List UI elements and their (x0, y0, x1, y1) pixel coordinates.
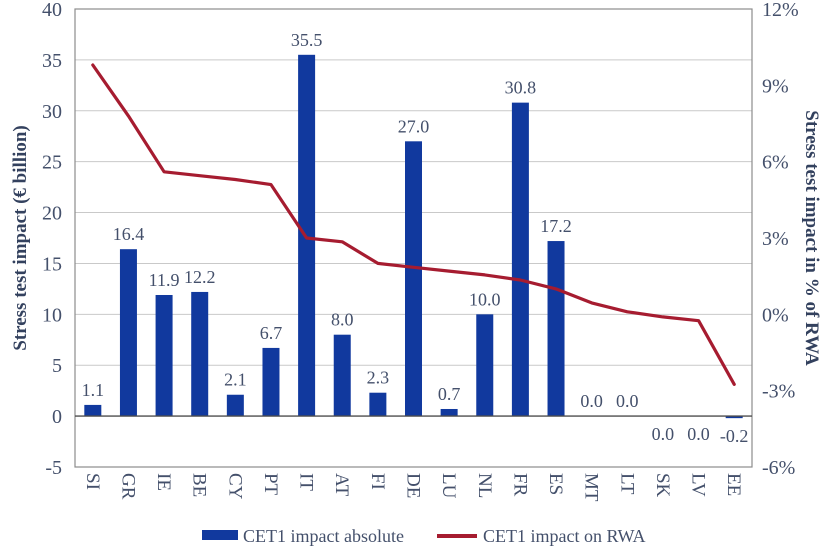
bar-label-GR: 16.4 (113, 224, 145, 244)
left-tick-15: 15 (42, 253, 62, 275)
right-axis-title: Stress test impact in % of RWA (801, 110, 822, 366)
bar-series (84, 54, 743, 419)
x-label-LV: LV (688, 473, 709, 497)
bar-label-AT: 8.0 (331, 310, 354, 330)
legend-bar-swatch-icon (202, 530, 238, 540)
right-tick-6%: 6% (762, 152, 789, 174)
legend: CET1 impact absolute CET1 impact on RWA (202, 526, 645, 546)
x-label-SK: SK (652, 473, 673, 498)
x-label-SI: SI (82, 473, 103, 490)
x-label-PT: PT (260, 473, 281, 496)
x-label-AT: AT (331, 473, 352, 497)
right-tick--3%: -3% (762, 381, 795, 403)
right-tick-12%: 12% (762, 0, 799, 21)
rwa-line (91, 63, 736, 386)
left-tick-40: 40 (42, 0, 62, 21)
line-series (91, 63, 736, 386)
left-tick-35: 35 (42, 50, 62, 72)
x-label-IE: IE (153, 473, 174, 491)
bar-EE (725, 416, 743, 419)
bar-SI (84, 404, 102, 417)
right-tick--6%: -6% (762, 457, 795, 479)
bar-label-BE: 12.2 (184, 267, 216, 287)
bar-label-FR: 30.8 (505, 78, 537, 98)
left-axis-tick-labels: 40 35 30 25 20 15 10 5 0 -5 (42, 0, 62, 479)
bar-label-SI: 1.1 (82, 380, 105, 400)
bar-label-CY: 2.1 (224, 370, 247, 390)
x-axis-category-labels: SI GR IE BE CY PT IT AT FI DE LU NL FR ES MT LT SK LV EE (82, 473, 744, 502)
x-label-FR: FR (509, 473, 530, 497)
bar-CY (226, 394, 244, 417)
x-label-NL: NL (474, 473, 495, 498)
bar-NL (476, 314, 494, 417)
right-tick-0%: 0% (762, 304, 789, 326)
bar-DE (405, 141, 422, 417)
x-label-BE: BE (189, 473, 210, 497)
bar-FI (369, 392, 387, 417)
left-tick-0: 0 (52, 406, 62, 428)
bar-label-EE: -0.2 (720, 426, 749, 446)
bar-label-FI: 2.3 (367, 368, 390, 388)
x-label-LT: LT (616, 473, 637, 495)
bar-label-MT: 0.0 (580, 391, 603, 411)
bar-GR (119, 249, 137, 417)
x-label-GR: GR (117, 473, 138, 500)
bar-AT (333, 334, 351, 417)
legend-line-label: CET1 impact on RWA (483, 526, 645, 546)
x-label-CY: CY (224, 473, 245, 500)
bar-label-SK: 0.0 (652, 424, 675, 444)
left-tick-25: 25 (42, 152, 62, 174)
bar-label-IE: 11.9 (149, 270, 180, 290)
x-label-DE: DE (403, 473, 424, 498)
left-tick-10: 10 (42, 304, 62, 326)
bar-label-ES: 17.2 (540, 216, 572, 236)
x-label-EE: EE (723, 473, 744, 496)
right-tick-3%: 3% (762, 228, 789, 250)
legend-bar-label: CET1 impact absolute (243, 526, 404, 546)
x-label-ES: ES (545, 473, 566, 495)
x-label-FI: FI (367, 473, 388, 490)
x-label-LU: LU (438, 473, 459, 499)
bar-label-IT: 35.5 (291, 30, 323, 50)
left-tick-5: 5 (52, 355, 62, 377)
right-axis-tick-labels: 12% 9% 6% 3% 0% -3% -6% (762, 0, 799, 479)
bar-IE (155, 294, 173, 417)
bar-label-LT: 0.0 (616, 391, 639, 411)
bar-label-NL: 10.0 (469, 289, 501, 309)
bar-label-DE: 27.0 (398, 116, 430, 136)
bar-label-LU: 0.7 (438, 384, 461, 404)
bar-label-LV: 0.0 (687, 424, 710, 444)
right-tick-9%: 9% (762, 75, 789, 97)
left-tick--5: -5 (45, 457, 62, 479)
bar-BE (191, 291, 209, 417)
bar-PT (262, 347, 280, 417)
bar-ES (547, 241, 565, 417)
left-tick-30: 30 (42, 101, 62, 123)
bar-data-labels: 1.1 16.4 11.9 12.2 2.1 6.7 35.5 8.0 2.3 27.0 0.7 10… (82, 30, 749, 446)
left-axis-title: Stress test impact (€ billion) (10, 125, 31, 351)
bar-FR (511, 102, 529, 417)
plot-border (74, 8, 753, 468)
x-label-IT: IT (296, 473, 317, 491)
bar-LU (440, 408, 458, 417)
x-label-MT: MT (581, 473, 602, 502)
bar-label-PT: 6.7 (260, 323, 283, 343)
left-tick-20: 20 (42, 203, 62, 225)
